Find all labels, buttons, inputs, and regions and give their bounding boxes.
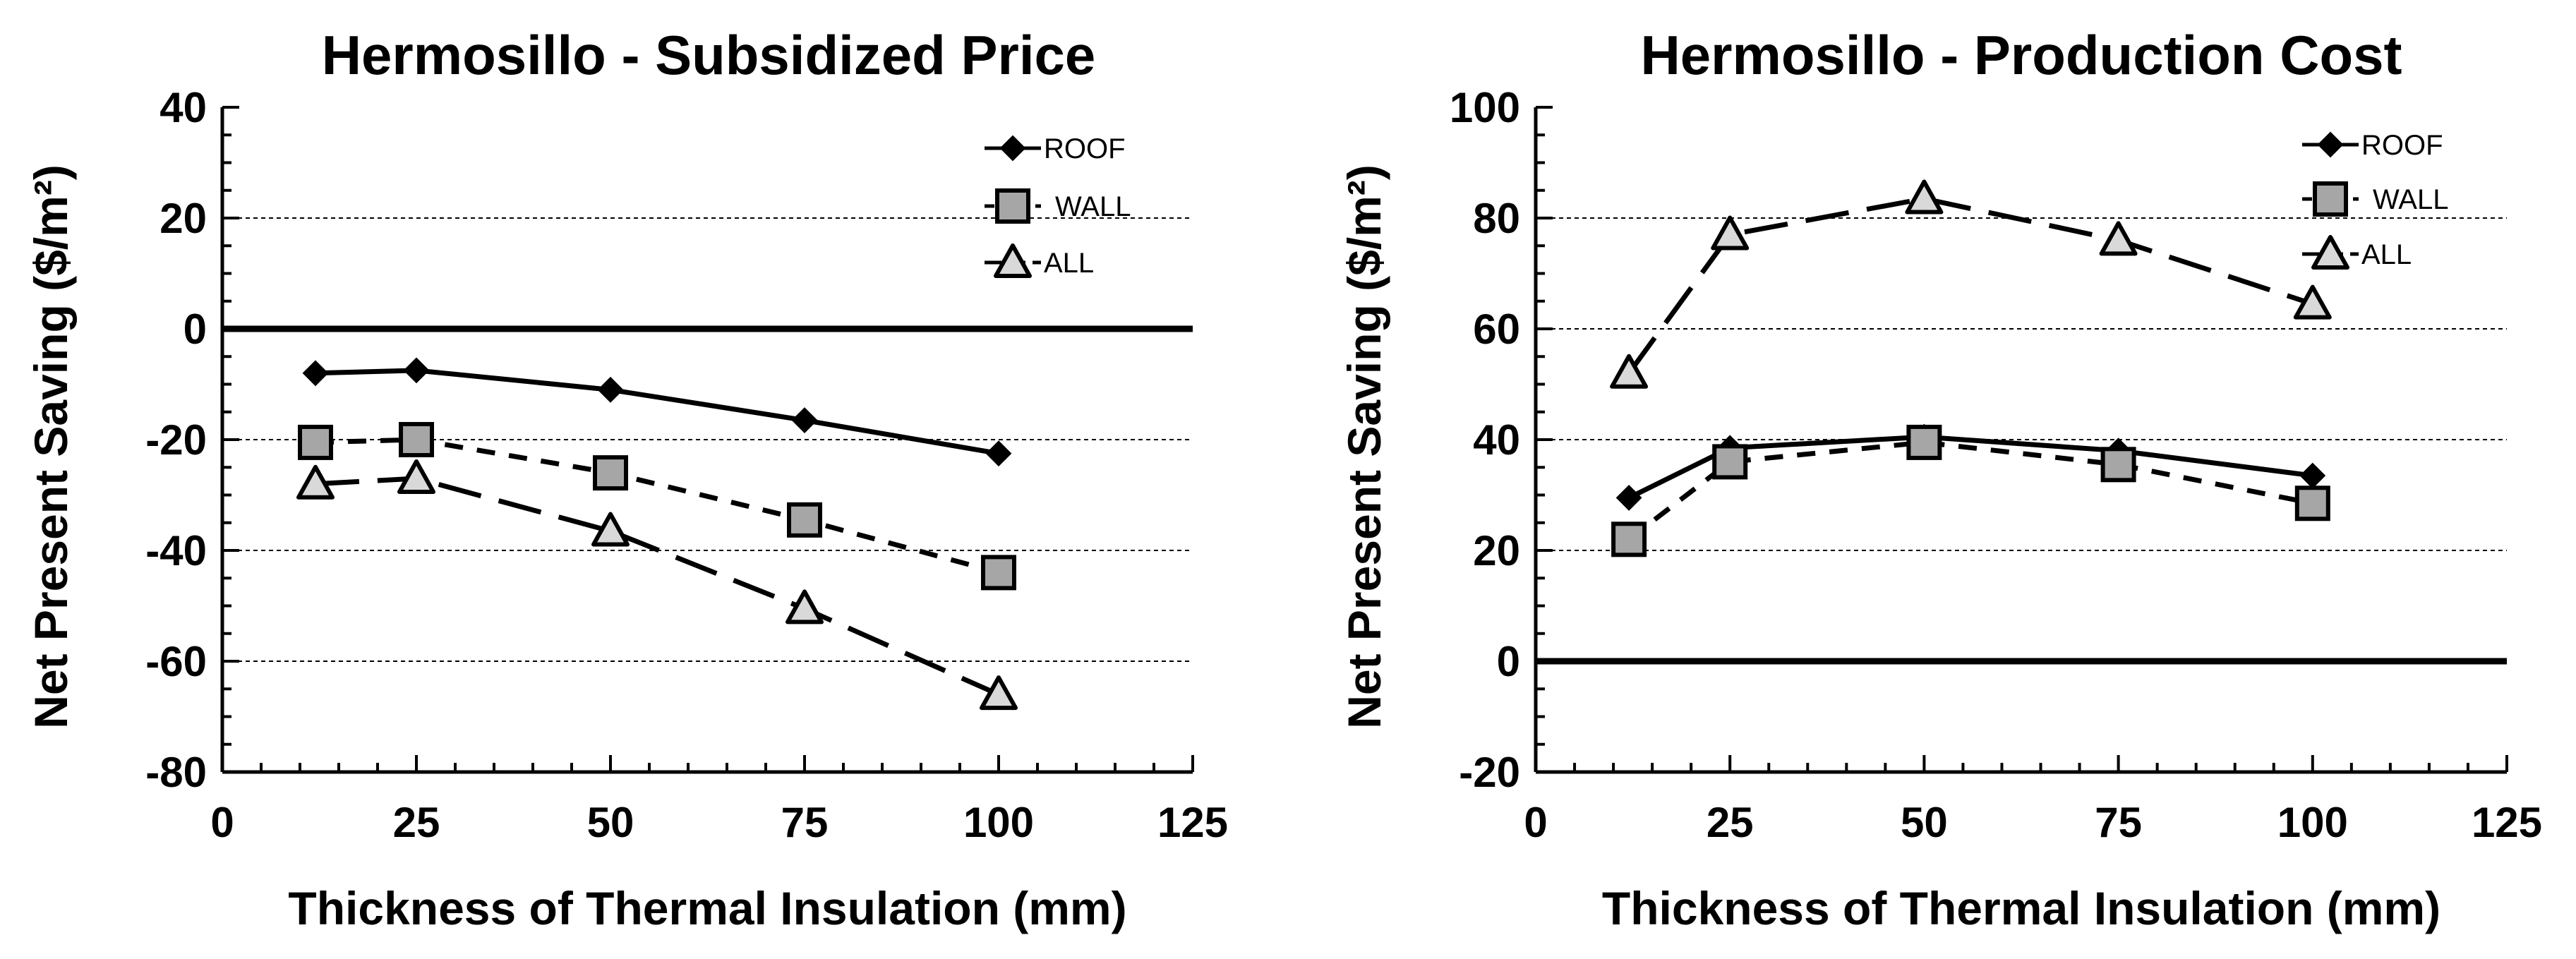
x-tick-label: 75 (781, 799, 829, 846)
chart-title: Hermosillo - Production Cost (1640, 24, 2402, 86)
y-tick-label: -20 (1459, 749, 1520, 796)
data-point-all (397, 459, 435, 494)
y-tick-label: 40 (160, 84, 207, 131)
y-tick-label: -20 (145, 416, 207, 464)
data-point-all (2293, 284, 2332, 320)
data-point-all (2099, 221, 2138, 256)
data-point-roof (597, 376, 624, 403)
data-point-roof (1615, 485, 1642, 511)
data-point-wall (981, 555, 1016, 591)
legend-label-roof: ROOF (2361, 130, 2443, 161)
legend-marker-roof (999, 135, 1026, 162)
legend-marker-roof (2317, 131, 2344, 158)
x-tick-label: 0 (210, 799, 234, 846)
legend-label-wall: WALL (1055, 191, 1131, 222)
x-tick-label: 50 (1901, 799, 1948, 846)
y-tick-label: -40 (145, 527, 207, 574)
x-tick-label: 50 (587, 799, 634, 846)
chart-title: Hermosillo - Subsidized Price (322, 24, 1096, 86)
y-tick-label: 0 (1497, 638, 1520, 685)
data-point-all (1711, 215, 1750, 251)
x-tick-label: 75 (2095, 799, 2142, 846)
x-tick-label: 125 (2472, 799, 2542, 846)
series-line-wall (315, 437, 999, 575)
data-point-all (1610, 354, 1649, 389)
legend-label-all: ALL (2361, 239, 2412, 270)
series-line-all (1627, 196, 2313, 375)
legend-marker-all (994, 243, 1032, 278)
legend-marker-all (2311, 235, 2349, 270)
data-point-wall (298, 424, 333, 460)
x-tick-label: 125 (1157, 799, 1228, 846)
data-point-wall (2100, 447, 2136, 483)
x-axis-label: Thickness of Thermal Insulation (mm) (288, 882, 1126, 934)
y-axis-label: Net Present Saving ($/m²) (25, 164, 77, 729)
data-point-roof (985, 440, 1012, 467)
x-axis-label: Thickness of Thermal Insulation (mm) (1602, 882, 2440, 934)
data-point-all (296, 464, 335, 500)
y-tick-label: 20 (160, 195, 207, 242)
data-point-roof (2299, 462, 2326, 489)
data-point-wall (1611, 521, 1647, 557)
data-point-all (591, 512, 630, 547)
x-tick-label: 100 (2277, 799, 2348, 846)
y-tick-label: 40 (1473, 416, 1520, 464)
y-tick-label: 0 (183, 306, 207, 353)
y-tick-label: -60 (145, 638, 207, 685)
y-tick-label: -80 (145, 749, 207, 796)
data-point-wall (399, 422, 434, 457)
data-point-all (1905, 179, 1944, 215)
data-point-wall (593, 455, 628, 491)
legend-label-all: ALL (1044, 248, 1094, 279)
legend-marker-wall (2313, 181, 2348, 217)
data-point-wall (1906, 424, 1942, 460)
data-point-wall (1712, 444, 1748, 480)
data-point-all (980, 675, 1018, 711)
data-point-all (786, 589, 824, 625)
data-point-roof (791, 407, 818, 433)
data-point-wall (787, 502, 822, 538)
legend-label-roof: ROOF (1044, 133, 1126, 164)
y-tick-label: 60 (1473, 306, 1520, 353)
data-point-wall (2294, 485, 2330, 521)
series-line-all (315, 476, 1000, 697)
y-tick-label: 20 (1473, 527, 1520, 574)
chart-panel-subsidized-price: -80 -60 -40 -20 0 20 40 0 25 50 75 100 125 Hermosillo… (25, 24, 1228, 934)
x-tick-label: 100 (963, 799, 1034, 846)
x-tick-label: 25 (1707, 799, 1754, 846)
y-tick-label: 100 (1450, 84, 1520, 131)
x-tick-label: 25 (393, 799, 440, 846)
legend-marker-wall (995, 188, 1030, 224)
data-point-roof (403, 357, 430, 384)
y-axis-label: Net Present Saving ($/m²) (1338, 164, 1390, 729)
data-point-roof (302, 360, 329, 387)
y-tick-label: 80 (1473, 195, 1520, 242)
legend-label-wall: WALL (2373, 184, 2448, 215)
x-tick-label: 0 (1524, 799, 1547, 846)
